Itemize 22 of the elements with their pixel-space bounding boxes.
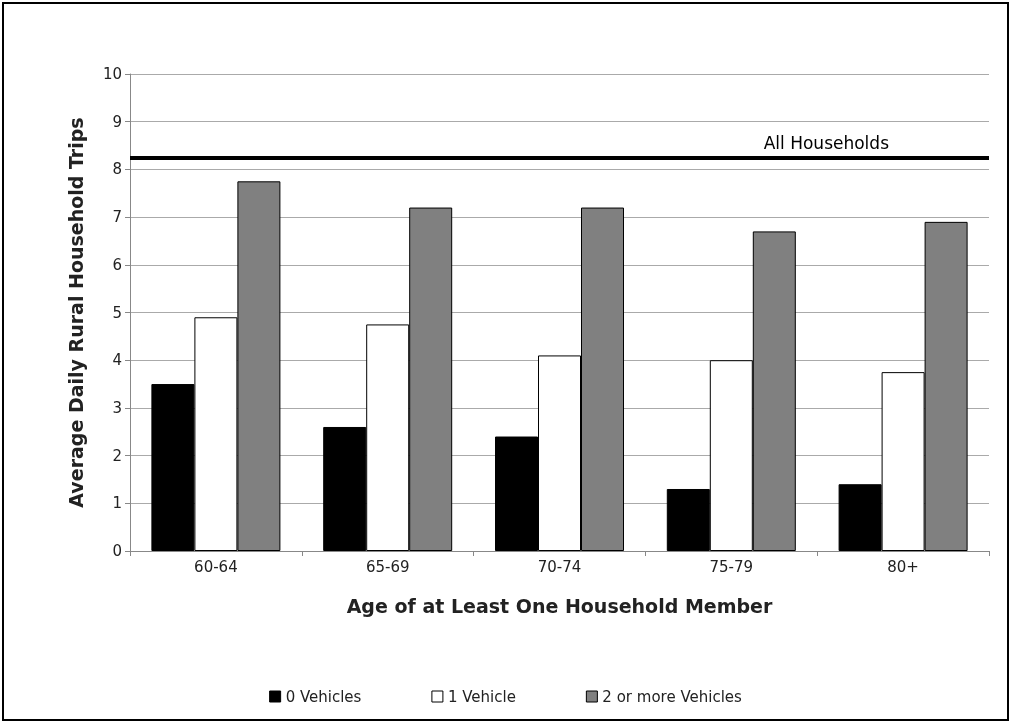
y-tick-label: 8	[112, 160, 122, 179]
y-tick-label: 4	[112, 351, 122, 370]
legend-label: 2 or more Vehicles	[602, 687, 743, 706]
y-tick-label: 5	[112, 303, 122, 322]
y-tick-label: 0	[112, 542, 122, 560]
y-tick-label: 7	[112, 208, 122, 227]
legend-label: 1 Vehicle	[447, 687, 516, 706]
y-tick-label: 10	[102, 65, 122, 83]
y-tick-label: 2	[112, 446, 122, 465]
y-tick-label: 1	[112, 494, 122, 513]
y-tick-label: 6	[112, 255, 122, 274]
y-axis-title: Average Daily Rural Household Trips	[64, 117, 87, 508]
x-tick-label: 70-74	[537, 557, 582, 576]
x-tick-label: 75-79	[709, 557, 754, 576]
x-tick-label: 60-64	[194, 557, 238, 576]
legend-label: 0 Vehicles	[285, 687, 362, 706]
x-tick-label: 80+	[887, 557, 919, 576]
x-axis-title: Age of at Least One Household Member	[346, 594, 773, 617]
y-tick-label: 3	[112, 398, 122, 417]
ref-line-label: All Households	[763, 132, 890, 153]
x-tick-label: 65-69	[365, 557, 410, 576]
y-tick-label: 9	[112, 112, 122, 131]
